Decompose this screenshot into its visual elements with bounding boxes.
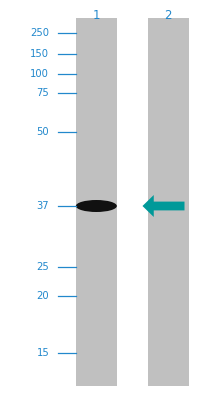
Text: 100: 100 xyxy=(30,69,49,79)
Text: 50: 50 xyxy=(36,127,49,137)
Ellipse shape xyxy=(75,200,116,212)
Text: 15: 15 xyxy=(36,348,49,358)
Text: 150: 150 xyxy=(30,49,49,59)
Text: 20: 20 xyxy=(36,291,49,301)
Text: 37: 37 xyxy=(36,201,49,211)
FancyArrow shape xyxy=(142,195,184,217)
Text: 2: 2 xyxy=(164,9,171,22)
Text: 75: 75 xyxy=(36,88,49,98)
Text: 250: 250 xyxy=(30,28,49,38)
Text: 25: 25 xyxy=(36,262,49,272)
Bar xyxy=(75,18,116,386)
Text: 1: 1 xyxy=(92,9,100,22)
Bar xyxy=(147,18,188,386)
